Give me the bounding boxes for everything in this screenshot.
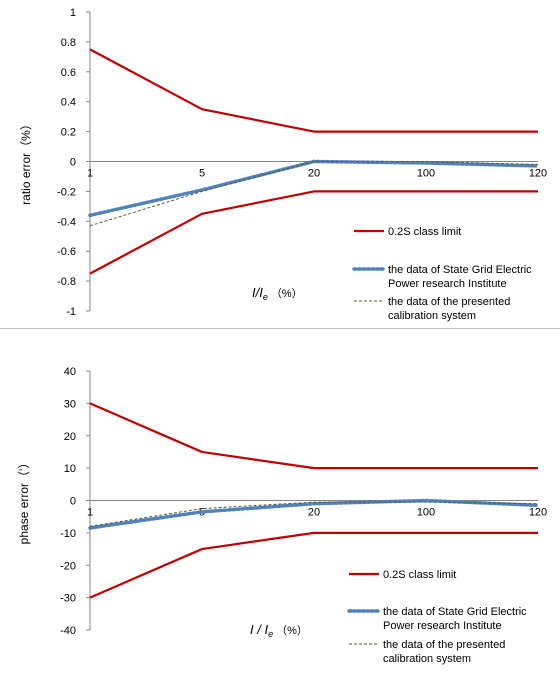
y-tick-label: 1 [70,7,76,19]
series-line [88,498,540,530]
y-tick-label: 20 [64,431,76,443]
legend-label: the data of the presented [388,296,510,308]
x-axis-title: I / Ie （%） [250,622,308,639]
x-tick-label: 100 [417,168,435,180]
y-tick-label: -0.8 [57,276,76,288]
legend-label: 0.2S class limit [388,226,461,238]
y-tick-label: 0.8 [61,37,76,49]
x-tick-label: 120 [529,168,547,180]
legend-label: calibration system [388,310,476,322]
x-axis-title-main: I / I [250,622,268,637]
series-line [89,501,539,527]
series-line [89,48,538,133]
x-axis-title-sub: e [268,629,273,639]
y-tick-label: 40 [64,366,76,378]
y-axis-title: phase error（'） [17,457,31,545]
x-axis-title-unit: （%） [271,287,303,300]
legend-label: Power research Institute [388,278,507,290]
legend-label: the data of the presented [383,639,505,651]
legend-label: the data of State Grid Electric [383,606,527,618]
legend-label: Power research Institute [383,620,502,632]
y-tick-label: -30 [60,593,76,605]
series-line [89,190,538,275]
y-tick-label: -1 [66,306,76,318]
x-axis-title-sub: e [263,292,268,302]
chart-divider [0,328,560,329]
x-tick-label: 120 [529,507,547,519]
x-axis-title-unit: （%） [276,624,308,637]
series-line [89,161,539,227]
x-tick-label: 100 [417,507,435,519]
y-tick-label: -0.2 [57,186,76,198]
series-line [89,402,538,470]
x-tick-label: 20 [308,507,320,519]
y-tick-label: 0 [70,157,76,169]
x-tick-label: 1 [87,168,93,180]
y-tick-label: -10 [60,528,76,540]
y-tick-label: 0 [70,496,76,508]
y-tick-label: -20 [60,560,76,572]
x-tick-label: 20 [308,168,320,180]
legend-label: 0.2S class limit [383,569,456,581]
series-line [88,159,540,218]
legend-label: the data of State Grid Electric [388,264,532,276]
y-tick-label: 0.4 [61,97,76,109]
y-tick-label: -0.4 [57,216,76,228]
x-tick-label: 1 [87,507,93,519]
y-axis-title: ratio error（%） [19,118,33,205]
x-tick-label: 5 [199,168,205,180]
y-tick-label: 30 [64,398,76,410]
series-line [89,531,538,599]
x-axis-title: I/Ie （%） [252,285,303,302]
x-axis-title-main: I/I [252,285,263,300]
y-tick-label: 0.2 [61,127,76,139]
y-tick-label: 0.6 [61,67,76,79]
y-tick-label: 10 [64,463,76,475]
ratio-error-chart: 1 0.8 0.6 0.4 0.2 0 -0.2 -0.4 -0.6 -0.8 -1 1 5 20 100 1… [19,7,547,322]
legend-label: calibration system [383,653,471,665]
y-tick-label: -40 [60,625,76,637]
y-tick-label: -0.6 [57,246,76,258]
